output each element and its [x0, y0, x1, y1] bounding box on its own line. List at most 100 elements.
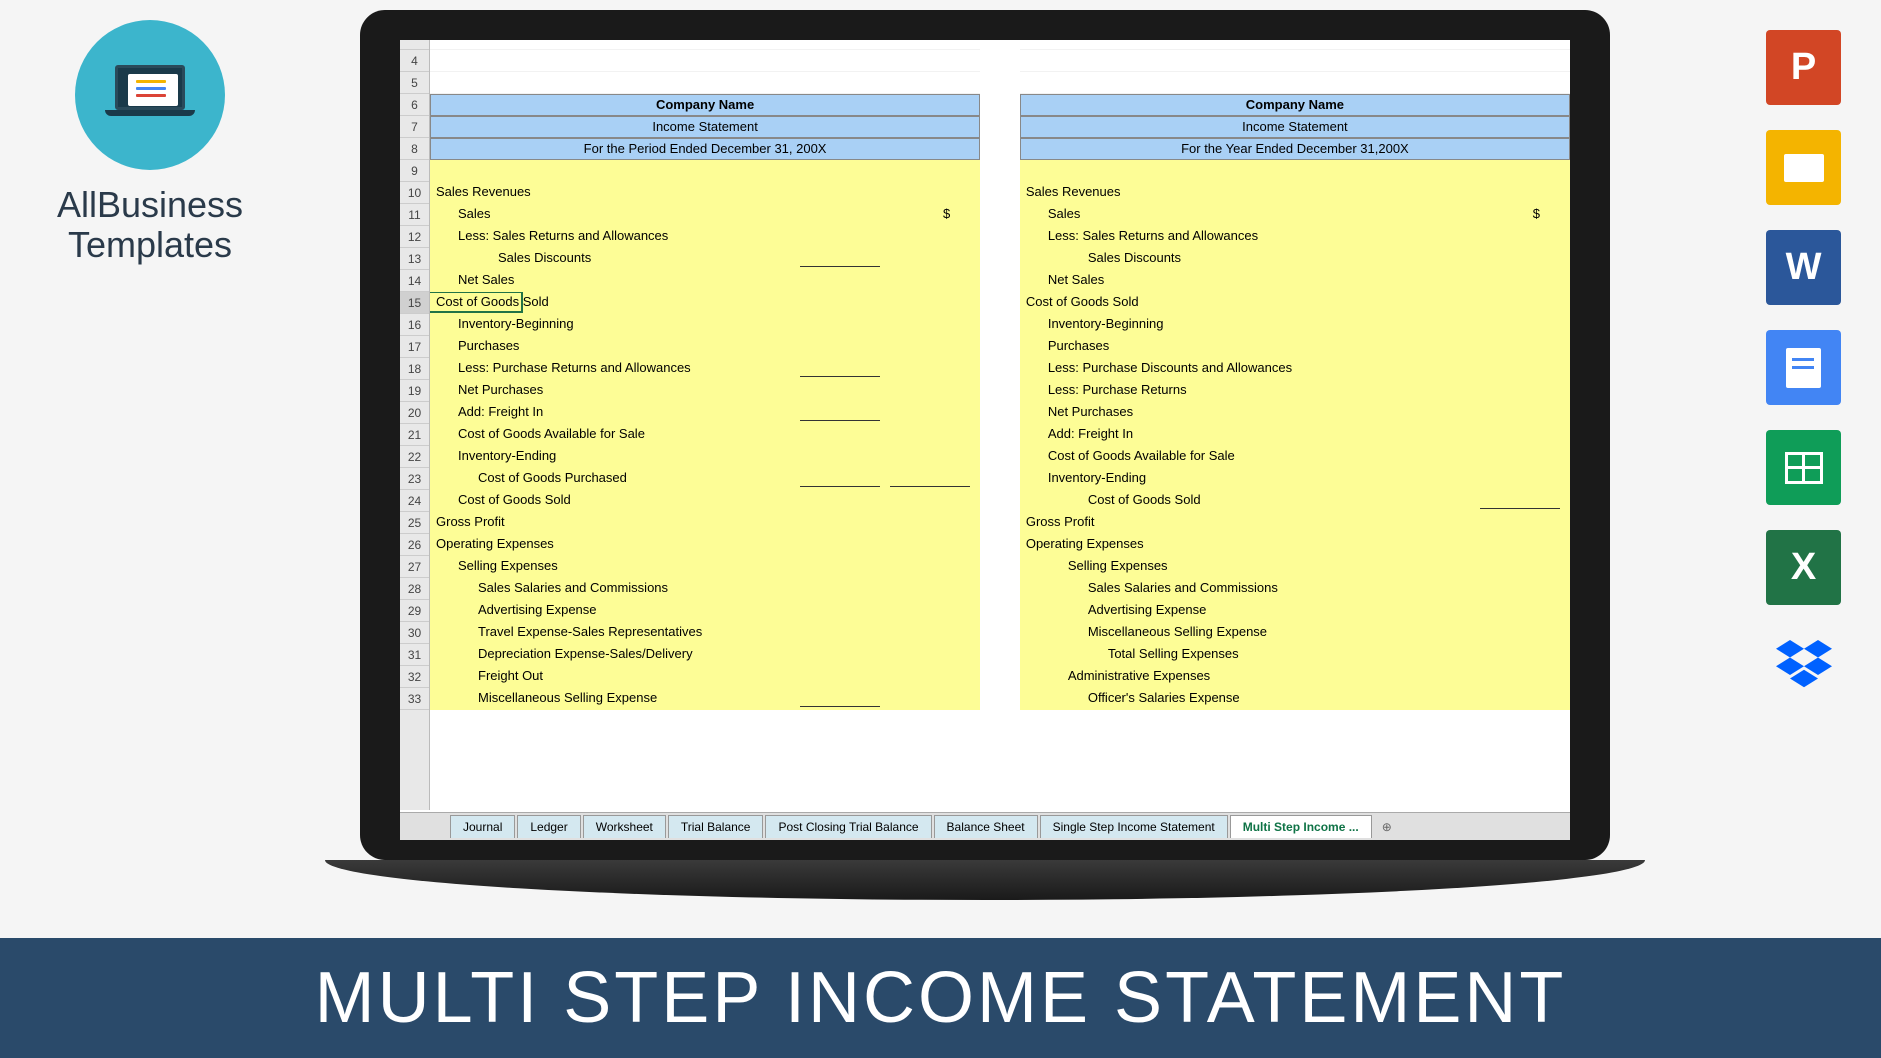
row-number[interactable]: 27: [400, 556, 429, 578]
statement-line[interactable]: Sales Revenues: [430, 182, 980, 204]
sheet-tab[interactable]: Post Closing Trial Balance: [765, 815, 931, 838]
statement-line[interactable]: Total Selling Expenses: [1020, 644, 1570, 666]
statement-line[interactable]: Add: Freight In: [1020, 424, 1570, 446]
statement-line[interactable]: Sales Revenues: [1020, 182, 1570, 204]
statement-line[interactable]: Sales$: [1020, 204, 1570, 226]
row-number[interactable]: 31: [400, 644, 429, 666]
statement-line[interactable]: Purchases: [1020, 336, 1570, 358]
statement-line[interactable]: Miscellaneous Selling Expense: [430, 688, 980, 710]
row-number[interactable]: 26: [400, 534, 429, 556]
row-number[interactable]: 4: [400, 50, 429, 72]
sheet-tab[interactable]: Worksheet: [583, 815, 666, 838]
row-number[interactable]: 8: [400, 138, 429, 160]
statement-line[interactable]: Purchases: [430, 336, 980, 358]
row-number[interactable]: 14: [400, 270, 429, 292]
row-number[interactable]: 18: [400, 358, 429, 380]
statement-line[interactable]: Officer's Salaries Expense: [1020, 688, 1570, 710]
sheet-tab[interactable]: Multi Step Income ...: [1230, 815, 1372, 838]
statement-line[interactable]: Selling Expenses: [1020, 556, 1570, 578]
row-number[interactable]: 33: [400, 688, 429, 710]
period-label: For the Year Ended December 31,200X: [1020, 138, 1570, 160]
statement-line[interactable]: Inventory-Beginning: [1020, 314, 1570, 336]
statement-line[interactable]: Less: Purchase Discounts and Allowances: [1020, 358, 1570, 380]
statement-line[interactable]: Cost of Goods Sold: [1020, 490, 1570, 512]
row-number[interactable]: 25: [400, 512, 429, 534]
statement-line[interactable]: Less: Purchase Returns and Allowances: [430, 358, 980, 380]
row-number[interactable]: 10: [400, 182, 429, 204]
row-number[interactable]: 21: [400, 424, 429, 446]
statement-line[interactable]: Sales Salaries and Commissions: [1020, 578, 1570, 600]
row-number[interactable]: 11: [400, 204, 429, 226]
excel-icon[interactable]: [1766, 530, 1841, 605]
google-sheets-icon[interactable]: [1766, 430, 1841, 505]
google-slides-icon[interactable]: [1766, 130, 1841, 205]
row-number[interactable]: 23: [400, 468, 429, 490]
row-number[interactable]: 13: [400, 248, 429, 270]
statement-line[interactable]: Net Purchases: [1020, 402, 1570, 424]
row-number-gutter: 4567891011121314151617181920212223242526…: [400, 40, 430, 810]
row-number[interactable]: 20: [400, 402, 429, 424]
sheet-tab[interactable]: Ledger: [517, 815, 580, 838]
statement-line[interactable]: Less: Sales Returns and Allowances: [1020, 226, 1570, 248]
statement-line[interactable]: Sales Discounts: [430, 248, 980, 270]
title-banner: MULTI STEP INCOME STATEMENT: [0, 938, 1881, 1058]
row-number[interactable]: 5: [400, 72, 429, 94]
statement-line[interactable]: Freight Out: [430, 666, 980, 688]
statement-line[interactable]: Cost of Goods Available for Sale: [1020, 446, 1570, 468]
statement-line[interactable]: Sales Discounts: [1020, 248, 1570, 270]
row-number[interactable]: 22: [400, 446, 429, 468]
dropbox-icon[interactable]: [1766, 630, 1841, 705]
row-number[interactable]: 9: [400, 160, 429, 182]
row-number[interactable]: 32: [400, 666, 429, 688]
statement-line[interactable]: Cost of Goods Sold: [1020, 292, 1570, 314]
statement-line[interactable]: Inventory-Beginning: [430, 314, 980, 336]
sheet-tab[interactable]: Balance Sheet: [934, 815, 1038, 838]
sheet-tab[interactable]: Journal: [450, 815, 515, 838]
row-number[interactable]: 6: [400, 94, 429, 116]
statement-line[interactable]: Net Purchases: [430, 380, 980, 402]
statement-line[interactable]: Advertising Expense: [430, 600, 980, 622]
add-sheet-icon[interactable]: ⊕: [1374, 816, 1400, 838]
statement-line[interactable]: Net Sales: [1020, 270, 1570, 292]
statement-line[interactable]: Cost of Goods Sold: [430, 490, 980, 512]
statement-line[interactable]: Inventory-Ending: [430, 446, 980, 468]
statement-line[interactable]: Add: Freight In: [430, 402, 980, 424]
statement-line[interactable]: Sales Salaries and Commissions: [430, 578, 980, 600]
row-number[interactable]: 19: [400, 380, 429, 402]
statement-line[interactable]: Miscellaneous Selling Expense: [1020, 622, 1570, 644]
row-number[interactable]: 17: [400, 336, 429, 358]
statement-line[interactable]: Operating Expenses: [1020, 534, 1570, 556]
sheet-tab[interactable]: Single Step Income Statement: [1040, 815, 1228, 838]
statement-line[interactable]: Gross Profit: [430, 512, 980, 534]
row-number[interactable]: 12: [400, 226, 429, 248]
word-icon[interactable]: [1766, 230, 1841, 305]
row-number[interactable]: 29: [400, 600, 429, 622]
statement-line[interactable]: Sales$: [430, 204, 980, 226]
laptop-mockup: 4567891011121314151617181920212223242526…: [360, 10, 1610, 920]
statement-line[interactable]: Less: Purchase Returns: [1020, 380, 1570, 402]
statement-line[interactable]: Depreciation Expense-Sales/Delivery: [430, 644, 980, 666]
statement-line[interactable]: Gross Profit: [1020, 512, 1570, 534]
statement-line[interactable]: Selling Expenses: [430, 556, 980, 578]
sheet-tab[interactable]: Trial Balance: [668, 815, 764, 838]
statement-line[interactable]: Less: Sales Returns and Allowances: [430, 226, 980, 248]
row-number[interactable]: 7: [400, 116, 429, 138]
statement-line[interactable]: Administrative Expenses: [1020, 666, 1570, 688]
statement-line[interactable]: Cost of Goods Sold: [430, 292, 980, 314]
statement-line[interactable]: Cost of Goods Available for Sale: [430, 424, 980, 446]
statement-line[interactable]: Operating Expenses: [430, 534, 980, 556]
row-number[interactable]: 28: [400, 578, 429, 600]
powerpoint-icon[interactable]: [1766, 30, 1841, 105]
row-number[interactable]: 16: [400, 314, 429, 336]
statement-line[interactable]: Travel Expense-Sales Representatives: [430, 622, 980, 644]
row-number[interactable]: 24: [400, 490, 429, 512]
statement-line[interactable]: Net Sales: [430, 270, 980, 292]
statement-line[interactable]: Cost of Goods Purchased: [430, 468, 980, 490]
statement-line[interactable]: Inventory-Ending: [1020, 468, 1570, 490]
google-docs-icon[interactable]: [1766, 330, 1841, 405]
selected-cell[interactable]: [430, 292, 523, 313]
logo-area: AllBusiness Templates: [40, 20, 260, 264]
row-number[interactable]: 15: [400, 292, 429, 314]
statement-line[interactable]: Advertising Expense: [1020, 600, 1570, 622]
row-number[interactable]: 30: [400, 622, 429, 644]
